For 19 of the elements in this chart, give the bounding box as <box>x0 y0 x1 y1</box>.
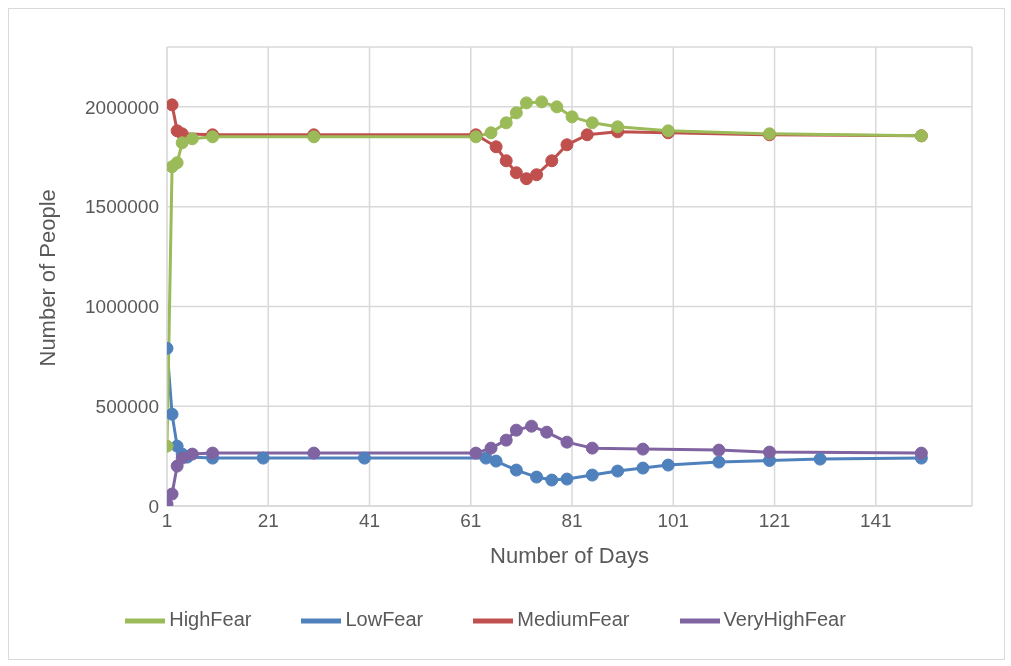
x-tick-label: 1 <box>161 510 173 532</box>
legend-label: MediumFear <box>517 608 630 631</box>
legend-label: HighFear <box>169 608 252 631</box>
y-tick-label: 1000000 <box>85 296 159 318</box>
x-tick-label: 101 <box>657 510 690 532</box>
x-tick-label: 41 <box>358 510 381 532</box>
x-tick-label: 21 <box>257 510 279 532</box>
y-tick-label: 1500000 <box>85 196 159 218</box>
legend-label: LowFear <box>345 608 424 631</box>
x-tick-label: 141 <box>859 510 892 532</box>
y-tick-label: 0 <box>148 495 159 517</box>
x-axis-title: Number of Days <box>490 543 649 568</box>
y-tick-label: 500000 <box>95 395 159 417</box>
y-axis-title: Number of People <box>34 189 60 367</box>
legend-label: VeryHighFear <box>723 608 846 631</box>
x-tick-label: 61 <box>460 510 482 532</box>
x-tick-label: 81 <box>561 510 583 532</box>
y-tick-label: 2000000 <box>85 96 159 118</box>
x-tick-label: 121 <box>758 510 791 532</box>
